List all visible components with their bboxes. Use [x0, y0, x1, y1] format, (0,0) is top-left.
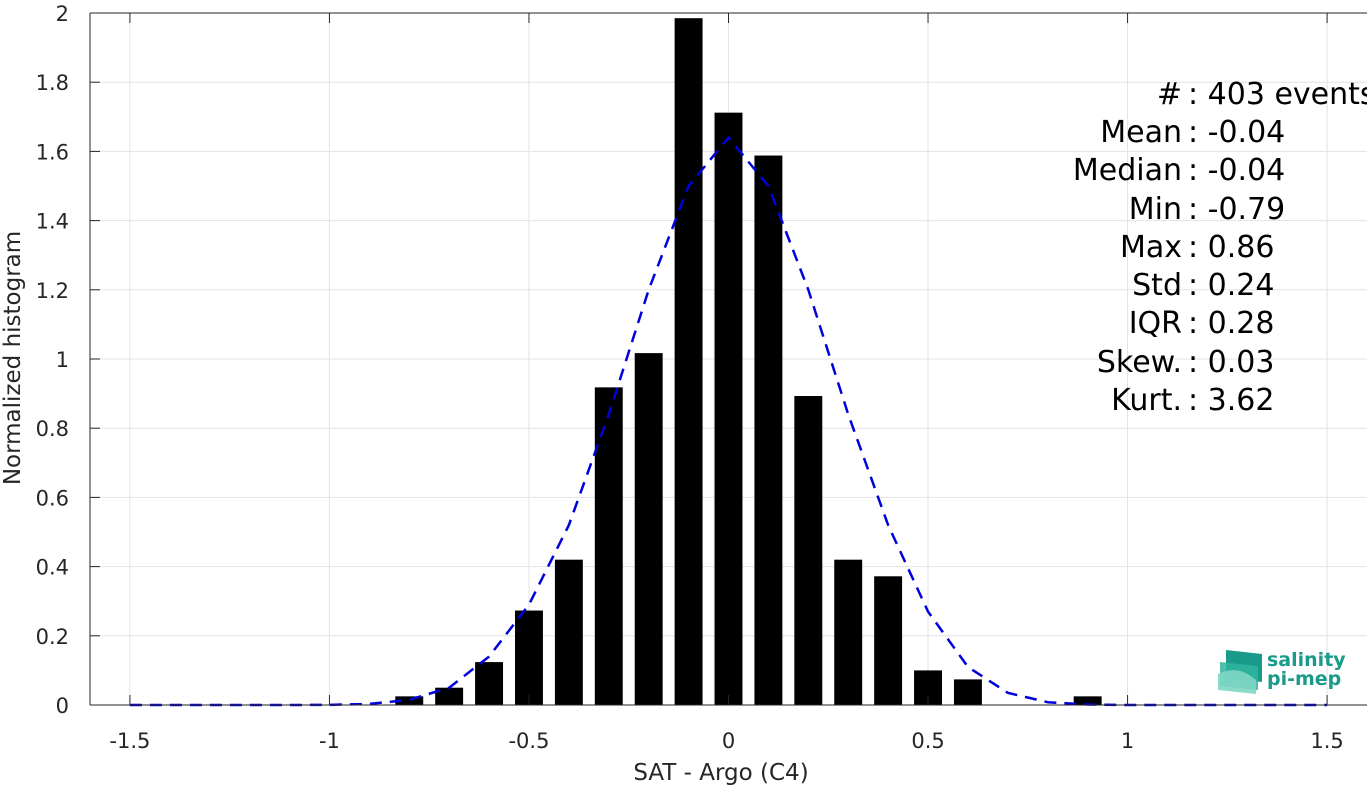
stat-label-6: IQR: [1129, 306, 1182, 341]
stat-label-5: Std: [1132, 268, 1182, 303]
y-tick-label-2: 0.4: [36, 556, 69, 580]
x-tick-label-5: 1: [1121, 729, 1134, 753]
stat-line-5: Std: 0.24: [1132, 268, 1274, 303]
bars: [395, 18, 1102, 705]
bar-2: [475, 662, 504, 705]
y-tick-labels: 0 0.2 0.4 0.6 0.8 1 1.2 1.4 1.6 1.8 2: [36, 2, 69, 718]
x-tick-label-1: -1: [319, 729, 340, 753]
x-tick-label-2: -0.5: [508, 729, 549, 753]
y-tick-label-10: 2: [56, 2, 69, 26]
x-tick-label-3: 0: [722, 729, 735, 753]
logo-line1: salinity: [1267, 649, 1346, 671]
stat-value-6: : 0.28: [1188, 306, 1274, 341]
stat-label-0: #: [1157, 77, 1182, 112]
bar-5: [594, 387, 623, 705]
bar-7: [674, 18, 703, 705]
y-tick-label-8: 1.6: [36, 140, 69, 164]
stat-line-8: Kurt.: 3.62: [1111, 383, 1274, 418]
x-axis-label: SAT - Argo (C4): [633, 760, 808, 786]
logo-line2: pi-mep: [1267, 668, 1341, 690]
stat-value-1: : -0.04: [1188, 115, 1285, 150]
y-tick-label-6: 1.2: [36, 279, 69, 303]
bar-3: [515, 610, 543, 705]
logo-mark-icon: [1218, 650, 1262, 694]
stat-line-0: #: 403 events: [1157, 77, 1367, 112]
bar-14: [953, 679, 982, 705]
stat-line-3: Min: -0.79: [1129, 192, 1286, 227]
axes: [89, 12, 1367, 706]
y-tick-label-9: 1.8: [36, 71, 69, 95]
bar-8: [714, 112, 743, 705]
y-tick-label-4: 0.8: [36, 417, 69, 441]
bar-10: [794, 396, 823, 705]
x-tick-labels: -1.5 -1 -0.5 0 0.5 1 1.5: [109, 729, 1343, 753]
stat-value-0: : 403 events: [1188, 77, 1367, 112]
stat-value-7: : 0.03: [1188, 345, 1274, 380]
bar-11: [834, 559, 863, 705]
bar-4: [554, 559, 583, 705]
stat-label-3: Min: [1129, 192, 1182, 227]
bar-15: [1073, 696, 1102, 705]
stat-label-8: Kurt.: [1111, 383, 1182, 418]
stat-line-4: Max: 0.86: [1120, 230, 1274, 265]
y-tick-label-5: 1: [56, 348, 69, 372]
x-tick-label-6: 1.5: [1310, 729, 1343, 753]
stat-value-2: : -0.04: [1188, 153, 1285, 188]
stat-label-1: Mean: [1100, 115, 1182, 150]
x-tick-label-4: 0.5: [911, 729, 944, 753]
bar-9: [754, 155, 783, 705]
stat-line-7: Skew.: 0.03: [1097, 345, 1275, 380]
y-tick-label-3: 0.6: [36, 486, 69, 510]
stat-line-2: Median: -0.04: [1073, 153, 1285, 188]
stat-value-5: : 0.24: [1188, 268, 1274, 303]
y-tick-label-7: 1.4: [36, 210, 69, 234]
stat-label-4: Max: [1120, 230, 1182, 265]
x-tick-label-0: -1.5: [109, 729, 150, 753]
stat-line-1: Mean: -0.04: [1100, 115, 1285, 150]
stat-line-6: IQR: 0.28: [1129, 306, 1275, 341]
y-axis-label: Normalized histogram: [0, 231, 26, 485]
bar-0: [395, 696, 424, 705]
y-tick-label-1: 0.2: [36, 625, 69, 649]
stat-value-4: : 0.86: [1188, 230, 1274, 265]
stat-value-3: : -0.79: [1188, 192, 1285, 227]
bar-1: [435, 687, 464, 705]
bar-12: [874, 576, 903, 705]
stat-label-2: Median: [1073, 153, 1182, 188]
salinity-pi-mep-logo: salinity pi-mep: [1218, 649, 1346, 694]
stat-value-8: : 3.62: [1188, 383, 1274, 418]
y-tick-label-0: 0: [56, 694, 69, 718]
stat-label-7: Skew.: [1097, 345, 1182, 380]
bar-6: [634, 353, 663, 705]
